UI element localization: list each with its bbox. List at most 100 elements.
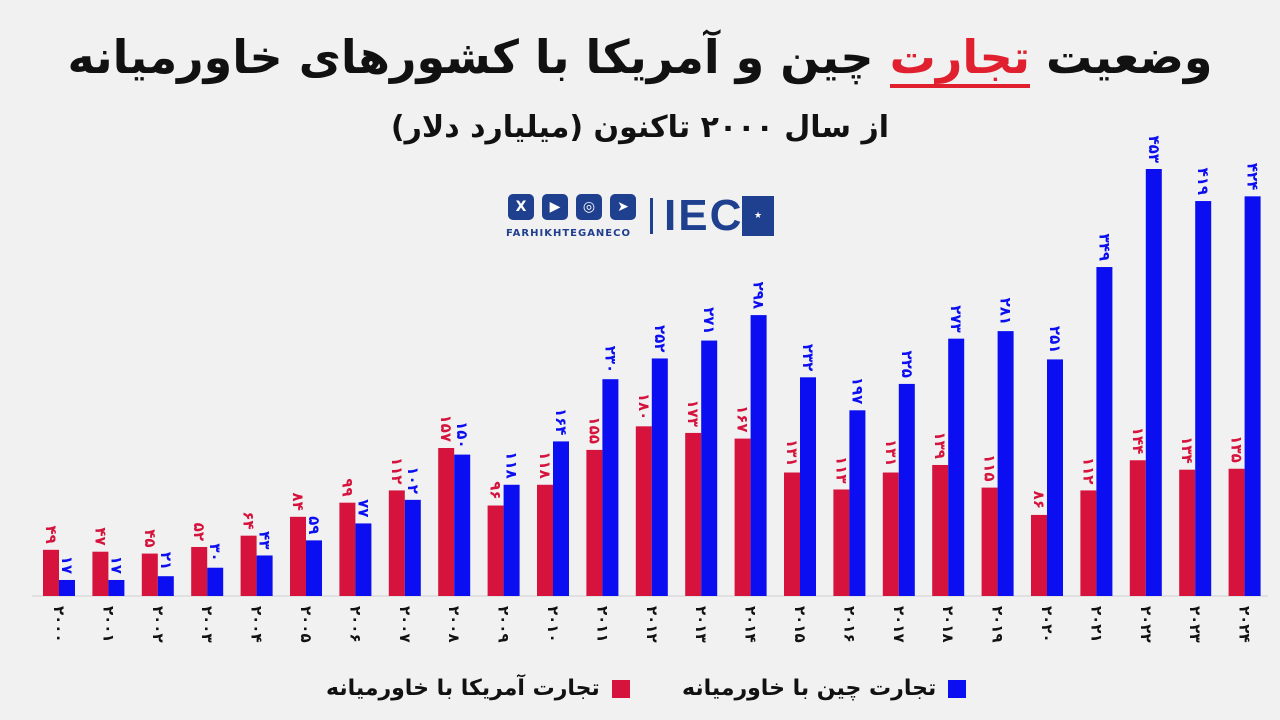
data-label-china: ۲۳۲	[799, 344, 817, 371]
bar-china	[1145, 169, 1162, 596]
legend-item-us: تجارت آمریکا با خاورمیانه	[326, 676, 630, 701]
x-tick-label: ۲۰۱۹	[989, 606, 1007, 643]
data-label-china: ۳۴۹	[1095, 234, 1113, 261]
legend-swatch-china	[948, 679, 967, 698]
legend-item-china: تجارت چین با خاورمیانه	[682, 676, 967, 701]
chart-title: وضعیت تجارت چین و آمریکا با کشورهای خاور…	[0, 22, 1280, 92]
legend-label-us: تجارت آمریکا با خاورمیانه	[326, 676, 600, 701]
bar-us	[141, 553, 158, 596]
data-label-china: ۲۹۸	[750, 282, 768, 309]
data-label-us: ۱۵۷	[437, 415, 455, 442]
data-label-china: ۲۸۱	[997, 298, 1015, 325]
x-tick-label: ۲۰۲۲	[1137, 606, 1155, 643]
data-label-china: ۱۷	[107, 556, 125, 574]
data-label-china: ۴۳	[256, 531, 274, 549]
x-tick-label: ۲۰۰۳	[198, 606, 216, 643]
x-tick-label: ۲۰۱۰	[544, 606, 562, 643]
x-tick-label: ۲۰۱۱	[593, 606, 611, 643]
bar-us	[537, 484, 553, 596]
data-label-us: ۴۵	[141, 529, 159, 547]
x-tick-label: ۲۰۰۴	[248, 606, 266, 643]
bar-us	[92, 551, 109, 596]
x-tick-label: ۲۰۲۰	[1038, 606, 1056, 643]
bar-us	[240, 535, 257, 596]
bar-china	[898, 383, 915, 596]
bar-us	[290, 516, 306, 596]
data-label-china: ۴۱۹	[1194, 168, 1212, 195]
data-label-us: ۴۷	[91, 527, 109, 545]
data-label-us: ۱۳۹	[931, 432, 949, 459]
data-label-us: ۱۱۳	[832, 456, 850, 483]
x-tick-label: ۲۰۱۷	[890, 606, 908, 643]
data-label-china: ۲۵۱	[1046, 326, 1064, 353]
data-label-china: ۱۶۴	[552, 408, 570, 435]
bar-china	[553, 441, 569, 596]
x-icon[interactable]: X	[508, 194, 534, 220]
data-label-us: ۹۹	[338, 478, 356, 496]
bar-us	[1080, 490, 1097, 596]
bar-us	[932, 464, 949, 596]
x-tick-label: ۲۰۲۱	[1087, 606, 1105, 643]
youtube-icon[interactable]: ▶	[542, 194, 568, 220]
bar-china	[849, 410, 866, 596]
data-label-china: ۱۷	[58, 556, 76, 574]
bar-us	[685, 432, 702, 596]
legend-swatch-us	[611, 679, 630, 698]
data-label-china: ۲۳۰	[601, 346, 619, 373]
telegram-icon[interactable]: ➤	[610, 194, 636, 220]
title-part1: وضعیت	[1030, 30, 1213, 84]
data-label-us: ۸۴	[289, 493, 307, 511]
x-tick-label: ۲۰۰۲	[149, 606, 167, 643]
data-label-us: ۱۱۸	[536, 451, 554, 478]
data-label-china: ۱۰۲	[404, 466, 422, 493]
bar-us	[833, 489, 850, 596]
bar-us	[1129, 460, 1146, 596]
data-label-china: ۴۵۳	[1145, 136, 1163, 163]
x-tick-label: ۲۰۱۸	[939, 606, 957, 643]
brand-name: FARHIKHTEGANECO	[506, 228, 631, 239]
data-label-us: ۴۹	[42, 525, 60, 543]
title-highlight: تجارت	[889, 30, 1031, 88]
bar-us	[1179, 469, 1196, 596]
data-label-china: ۵۹	[305, 516, 323, 534]
bar-us	[635, 426, 652, 596]
bar-china	[256, 555, 273, 596]
data-label-china: ۲۲۵	[898, 350, 916, 377]
x-tick-label: ۲۰۰۵	[297, 606, 315, 643]
data-label-us: ۱۳۵	[1228, 435, 1246, 462]
x-tick-label: ۲۰۲۴	[1236, 606, 1254, 643]
brand-block: X ▶ ◎ ➤ FARHIKHTEGANECO IEC ★	[506, 192, 776, 244]
bar-china	[701, 340, 718, 596]
data-label-us: ۱۶۷	[734, 405, 752, 432]
bar-china	[157, 576, 174, 596]
bar-china	[503, 484, 520, 596]
x-tick-label: ۲۰۱۲	[643, 606, 661, 643]
legend-label-china: تجارت چین با خاورمیانه	[682, 676, 937, 701]
data-label-china: ۷۷	[354, 499, 372, 517]
bar-us	[981, 487, 998, 596]
bar-china	[997, 331, 1014, 596]
bar-us	[388, 490, 405, 596]
x-tick-label: ۲۰۰۶	[346, 606, 364, 643]
data-label-us: ۶۴	[240, 511, 258, 529]
title-part2: چین و آمریکا با کشورهای خاورمیانه	[67, 30, 890, 84]
instagram-icon[interactable]: ◎	[576, 194, 602, 220]
bar-us	[487, 505, 504, 596]
bar-china	[207, 567, 224, 596]
bar-china	[108, 579, 125, 596]
legend: تجارت چین با خاورمیانه تجارت آمریکا با خ…	[0, 676, 1280, 710]
x-tick-label: ۲۰۱۴	[742, 606, 760, 643]
brand-badge-icon: ★	[742, 196, 774, 236]
bar-us	[882, 472, 899, 596]
bar-us	[734, 438, 751, 596]
chart-subtitle: از سال ۲۰۰۰ تاکنون (میلیارد دلار)	[390, 110, 890, 145]
bar-china	[750, 315, 767, 596]
bar-us	[1228, 468, 1245, 596]
data-label-us: ۱۷۳	[684, 399, 702, 426]
x-tick-label: ۲۰۰۷	[396, 606, 414, 643]
data-label-china: ۴۲۴	[1244, 163, 1262, 190]
x-tick-label: ۲۰۱۶	[840, 606, 858, 643]
bar-us	[586, 449, 603, 596]
data-label-us: ۱۵۵	[585, 416, 603, 443]
bar-us	[43, 549, 59, 596]
